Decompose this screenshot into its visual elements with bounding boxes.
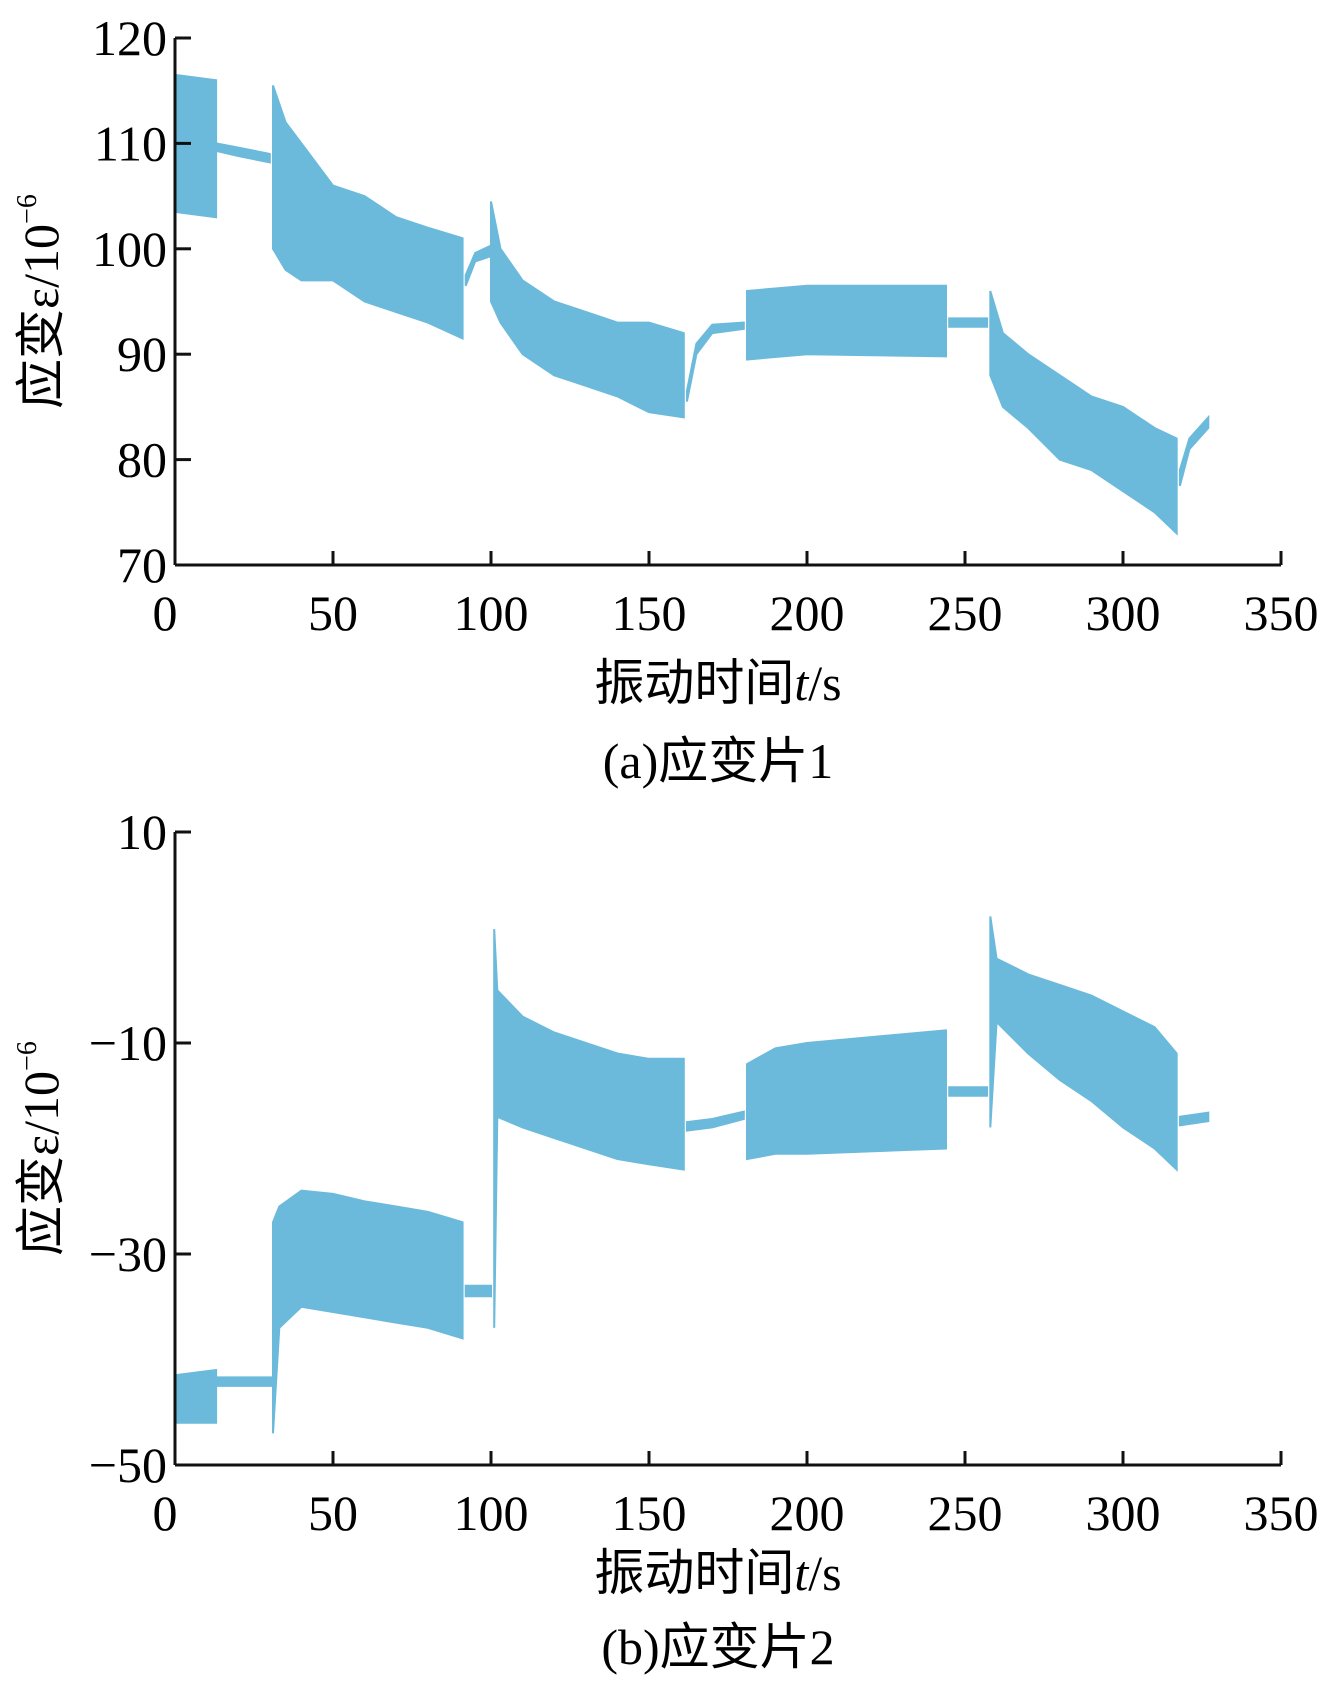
chart-caption: (a)应变片1 [603, 733, 834, 789]
data-segment [685, 1110, 745, 1132]
x-axis-label: 振动时间t/s [594, 1545, 841, 1601]
data-segment [1178, 414, 1210, 487]
y-axis-label: 应变ε/10−6 [12, 194, 69, 409]
x-tick-label: 50 [308, 585, 358, 641]
data-segment [215, 1376, 274, 1387]
data-segment [464, 1284, 492, 1298]
y-tick-label: 110 [94, 115, 167, 171]
data-segment [464, 244, 492, 287]
y-tick-label: −10 [89, 1015, 167, 1071]
y-axis-label: 应变ε/10−6 [12, 1041, 69, 1256]
data-segment [215, 142, 271, 164]
y-tick-label: 100 [92, 221, 167, 277]
y-tick-label: 10 [117, 804, 167, 860]
x-tick-label: 150 [612, 585, 687, 641]
data-segment [989, 290, 1178, 536]
x-tick-label: 350 [1244, 585, 1319, 641]
x-tick-label: 100 [454, 1485, 529, 1541]
y-tick-label: 120 [92, 10, 167, 66]
y-tick-label: 70 [117, 537, 167, 593]
x-tick-label: 250 [928, 585, 1003, 641]
x-tick-label: 150 [612, 1485, 687, 1541]
data-segment [272, 85, 464, 340]
data-segment [1178, 1111, 1210, 1127]
x-tick-label: 300 [1086, 585, 1161, 641]
data-segment [746, 284, 947, 361]
x-tick-label: 0 [153, 1485, 178, 1541]
chart-a: 0 50 100 150 200 250 300 350 70 80 90 100 110 120 应变ε/… [12, 10, 1319, 789]
x-tick-label: 100 [454, 585, 529, 641]
data-segment [948, 1086, 989, 1097]
data-segment [174, 73, 218, 219]
y-tick-label: −50 [89, 1437, 167, 1493]
x-tick-label: 50 [308, 1485, 358, 1541]
data-segment [493, 929, 685, 1328]
x-tick-label: 200 [770, 585, 845, 641]
data-segment [989, 916, 1178, 1172]
x-tick-label: 350 [1244, 1485, 1319, 1541]
y-tick-label: 80 [117, 432, 167, 488]
chart-caption: (b)应变片2 [601, 1619, 834, 1675]
data-segment [746, 1029, 947, 1161]
x-tick-label: 200 [770, 1485, 845, 1541]
x-tick-label: 300 [1086, 1485, 1161, 1541]
y-tick-label: −30 [89, 1226, 167, 1282]
x-tick-label: 0 [153, 585, 178, 641]
chart-b: 0 50 100 150 200 250 300 350 −50 −30 −10 10 应变ε/10−6… [12, 804, 1319, 1675]
data-segment [174, 1368, 218, 1424]
data-segment [948, 317, 989, 328]
x-axis-label: 振动时间t/s [594, 655, 841, 711]
y-tick-label: 90 [117, 326, 167, 382]
data-segment [490, 201, 685, 419]
data-segment [685, 321, 745, 402]
x-tick-label: 250 [928, 1485, 1003, 1541]
data-segment [272, 1189, 464, 1434]
